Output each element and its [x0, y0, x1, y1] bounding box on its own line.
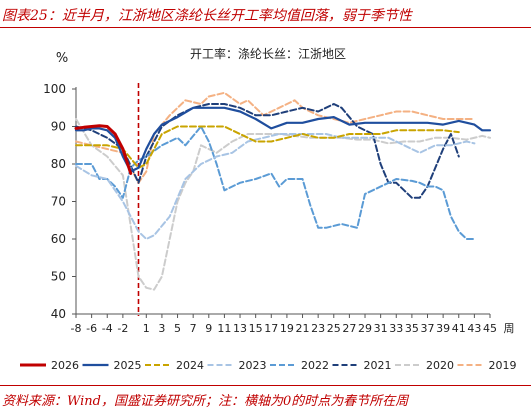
x-tick-label: 29	[358, 322, 372, 335]
y-tick-label: 50	[51, 270, 66, 284]
x-tick-label: 41	[452, 322, 466, 335]
figure-source: 资料来源：Wind，国盛证券研究所；注：横轴为0的时点为春节所在周	[2, 394, 409, 409]
x-tick-label: 37	[421, 322, 435, 335]
x-tick-label: 19	[280, 322, 294, 335]
x-tick-label: 39	[436, 322, 450, 335]
x-tick-label: -6	[86, 322, 97, 335]
x-tick-label: -8	[71, 322, 82, 335]
x-tick-label: 5	[174, 322, 181, 335]
series-line-2023	[75, 133, 476, 240]
source-rule	[0, 385, 531, 386]
x-tick-label: -2	[117, 322, 128, 335]
x-tick-label: 1	[143, 322, 150, 335]
x-tick-label: 43	[467, 322, 481, 335]
y-tick-label: 100	[43, 82, 66, 96]
y-axis-unit: %	[56, 51, 68, 66]
series-line-2024	[75, 125, 460, 169]
x-tick-label: 35	[405, 322, 419, 335]
x-tick-label: 13	[233, 322, 247, 335]
x-tick-label: 33	[389, 322, 403, 335]
legend-label-2026: 2026	[51, 359, 79, 372]
x-tick-label: 7	[190, 322, 197, 335]
x-tick-label: 31	[374, 322, 388, 335]
y-tick-label: 70	[51, 195, 66, 209]
series-line-2025	[74, 106, 492, 173]
legend-label-2020: 2020	[426, 359, 454, 372]
x-axis-unit: 周	[504, 322, 515, 335]
x-tick-label: -4	[102, 322, 113, 335]
x-tick-label: 21	[296, 322, 310, 335]
x-tick-label: 17	[264, 322, 278, 335]
figure-title: 图表25：近半月，江浙地区涤纶长丝开工率均值回落，弱于季节性	[2, 8, 412, 24]
legend-label-2023: 2023	[239, 359, 267, 372]
x-tick-label: 27	[342, 322, 356, 335]
x-tick-label: 3	[158, 322, 165, 335]
legend-label-2021: 2021	[364, 359, 392, 372]
legend-label-2024: 2024	[176, 359, 204, 372]
series-line-2020	[75, 118, 491, 291]
series-layer	[74, 91, 492, 291]
x-tick-label: 25	[327, 322, 341, 335]
legend-label-2025: 2025	[114, 359, 142, 372]
y-tick-label: 40	[51, 307, 66, 321]
y-tick-label: 90	[51, 120, 66, 134]
chart-title: 开工率：涤纶长丝：江浙地区	[190, 46, 346, 61]
x-tick-label: 11	[217, 322, 231, 335]
legend: 2026 2025 2024 2023 2022 2021 2020 2019	[20, 359, 517, 372]
y-tick-label: 80	[51, 157, 66, 171]
y-tick-label: 60	[51, 232, 66, 246]
series-line-2026	[74, 124, 133, 175]
legend-label-2019: 2019	[489, 359, 517, 372]
x-tick-label: 15	[249, 322, 263, 335]
series-line-2021	[75, 103, 460, 199]
x-tick-label: 23	[311, 322, 325, 335]
title-rule	[0, 27, 531, 28]
legend-label-2022: 2022	[301, 359, 329, 372]
x-tick-label: 9	[205, 322, 212, 335]
x-tick-label: 45	[483, 322, 497, 335]
series-line-2022	[75, 125, 476, 240]
